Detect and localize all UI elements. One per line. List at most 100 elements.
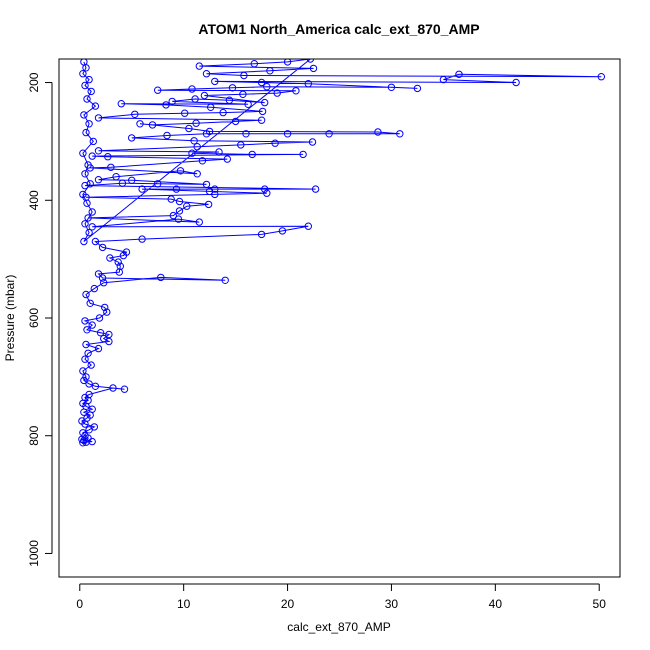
x-tick-label: 40 — [489, 597, 503, 611]
data-point — [116, 262, 125, 270]
data-point — [304, 222, 312, 230]
data-point — [106, 254, 114, 262]
data-point — [283, 130, 292, 138]
data-point — [225, 96, 234, 104]
data-point — [98, 243, 107, 252]
y-tick-label: 1000 — [27, 540, 41, 567]
data-point — [413, 84, 422, 93]
data-point — [87, 361, 95, 369]
data-point — [79, 190, 87, 199]
data-point — [79, 429, 87, 437]
data-point — [88, 208, 96, 216]
data-series — [78, 59, 605, 447]
data-point — [131, 110, 139, 119]
data-point — [157, 273, 165, 282]
data-point — [188, 149, 196, 157]
data-point — [311, 185, 320, 193]
y-tick-label: 400 — [27, 190, 41, 210]
data-point — [207, 103, 215, 112]
data-point — [82, 340, 90, 349]
data-point — [242, 130, 250, 138]
data-point — [263, 189, 271, 197]
data-point — [244, 100, 252, 109]
data-point — [82, 373, 90, 381]
data-point — [174, 215, 183, 223]
data-point — [512, 78, 520, 87]
data-point — [91, 102, 100, 110]
data-point — [85, 390, 93, 399]
data-point — [188, 85, 196, 93]
data-point — [88, 321, 96, 329]
data-point — [88, 223, 96, 231]
data-point — [304, 80, 312, 88]
data-point — [138, 185, 146, 193]
data-point — [107, 163, 115, 172]
data-point — [100, 334, 108, 343]
data-point — [193, 170, 201, 178]
data-point — [169, 211, 178, 220]
series-line — [80, 59, 602, 444]
data-point — [191, 95, 199, 103]
data-point — [96, 329, 105, 337]
data-point — [138, 235, 146, 243]
data-point — [86, 180, 94, 188]
data-point — [89, 137, 98, 146]
data-point — [80, 111, 88, 119]
data-point — [98, 274, 107, 282]
data-point — [154, 180, 162, 188]
data-point — [128, 134, 136, 142]
data-point — [88, 405, 96, 413]
data-point — [91, 382, 100, 390]
chart-title: ATOM1 North_America calc_ext_870_AMP — [198, 21, 479, 37]
data-point — [81, 181, 89, 190]
data-point — [396, 130, 404, 138]
data-point — [387, 83, 396, 92]
data-point — [81, 355, 89, 363]
data-point — [374, 128, 382, 136]
data-point — [148, 121, 157, 129]
data-point — [94, 270, 103, 278]
data-point — [237, 141, 245, 149]
y-tick-label: 800 — [27, 425, 41, 445]
data-point — [162, 101, 170, 109]
data-point — [85, 228, 93, 237]
x-tick-label: 0 — [76, 597, 83, 611]
data-point — [104, 153, 112, 161]
data-point — [283, 59, 292, 66]
data-point — [167, 195, 175, 203]
data-point — [195, 218, 204, 226]
data-point — [175, 197, 184, 206]
data-point — [85, 120, 93, 128]
data-point — [81, 220, 89, 228]
data-point — [100, 279, 108, 287]
data-point — [261, 185, 269, 193]
data-point — [202, 70, 211, 78]
data-point — [273, 89, 281, 97]
data-point — [183, 202, 191, 210]
data-point — [202, 180, 211, 189]
data-point — [221, 276, 229, 284]
data-point — [86, 299, 94, 307]
data-point — [80, 237, 88, 246]
data-point — [306, 59, 315, 63]
data-point — [83, 199, 91, 207]
data-point — [190, 137, 198, 145]
data-point — [204, 200, 213, 209]
data-point — [122, 248, 131, 256]
data-point — [84, 349, 92, 357]
data-point — [258, 107, 267, 116]
data-point — [198, 157, 207, 165]
data-point — [257, 78, 266, 87]
data-point — [105, 330, 113, 339]
data-point — [94, 344, 103, 353]
data-point — [90, 423, 99, 431]
data-point — [101, 303, 109, 312]
data-point — [120, 385, 129, 393]
data-point — [257, 230, 266, 239]
data-point — [80, 59, 88, 66]
x-tick-label: 30 — [385, 597, 399, 611]
data-point — [211, 77, 219, 86]
data-point — [114, 258, 122, 266]
data-point — [79, 367, 87, 375]
